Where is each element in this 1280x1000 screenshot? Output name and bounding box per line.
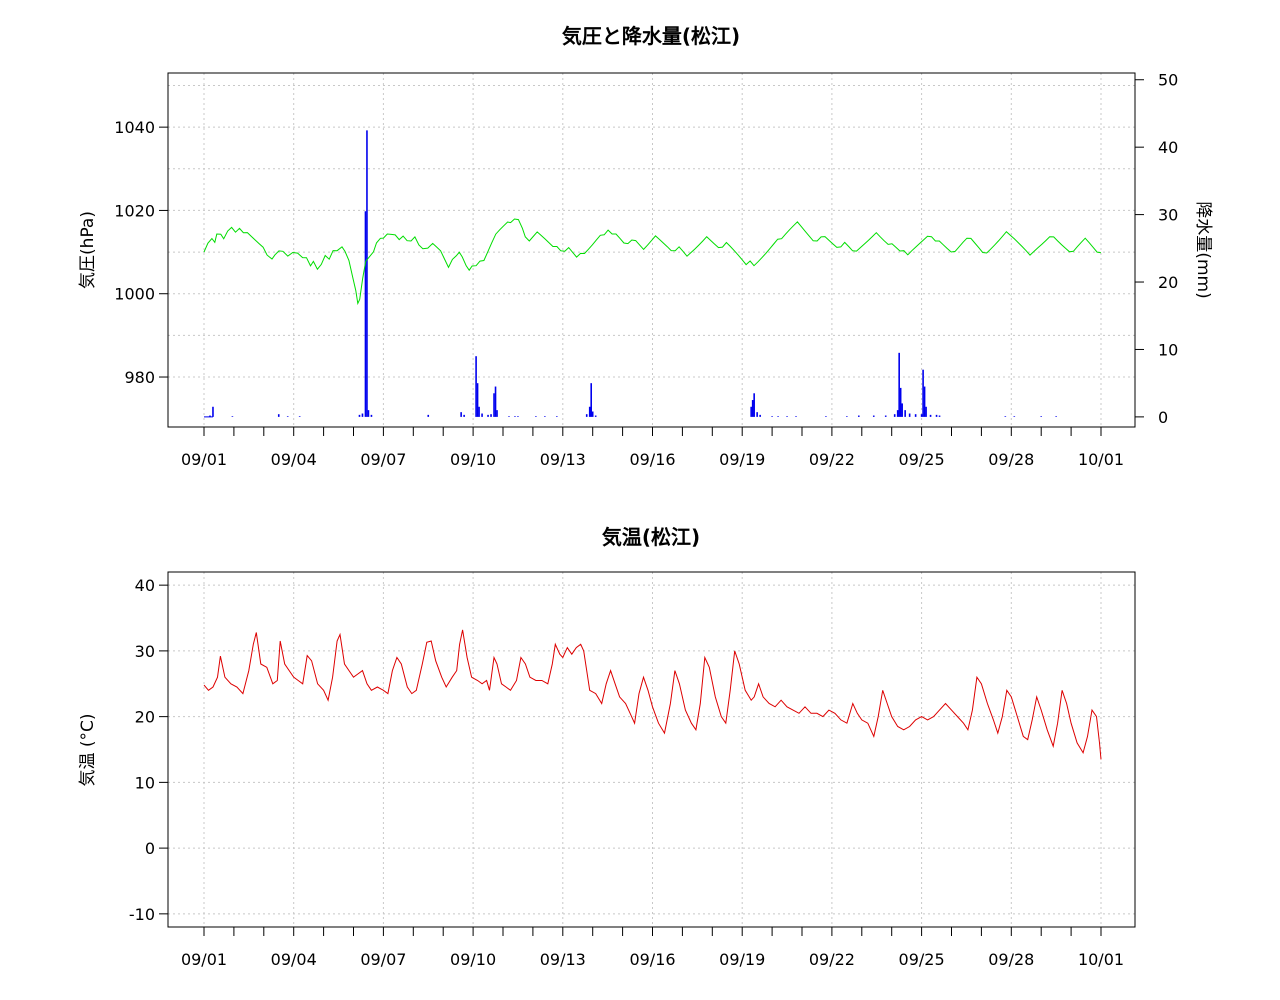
y-axis-label: 気圧(hPa) — [78, 211, 98, 289]
y-tick-label-right: 50 — [1158, 71, 1178, 90]
x-tick-label: 09/10 — [450, 950, 496, 969]
x-tick-label: 09/16 — [629, 950, 675, 969]
x-tick-label: 09/01 — [181, 450, 227, 469]
x-axis: 09/01 09/04 09/07 09/10 09/13 09/16 09/19 09/22… — [181, 427, 1124, 469]
x-tick-label: 09/07 — [360, 450, 406, 469]
y-tick-label: 10 — [135, 773, 155, 792]
x-tick-label: 09/10 — [450, 450, 496, 469]
x-tick-label: 09/25 — [899, 950, 945, 969]
y-axis-label-right: 降水量(mm) — [1193, 201, 1213, 298]
y-axis-left: -10 0 10 20 30 40 — [129, 576, 168, 924]
x-tick-label: 09/22 — [809, 950, 855, 969]
x-tick-label: 10/01 — [1078, 950, 1124, 969]
x-tick-label: 09/04 — [271, 950, 317, 969]
x-tick-label: 09/13 — [540, 950, 586, 969]
x-tick-label: 09/13 — [540, 450, 586, 469]
y-tick-label: 0 — [145, 839, 155, 858]
rain-series — [204, 130, 1057, 418]
y-tick-label-right: 40 — [1158, 138, 1178, 157]
y-tick-label: 1000 — [114, 285, 155, 304]
grid — [168, 572, 1135, 927]
y-axis-label: 気温 (°C) — [78, 713, 98, 786]
x-tick-label: 09/16 — [629, 450, 675, 469]
x-tick-label: 09/01 — [181, 950, 227, 969]
y-tick-label: 980 — [124, 368, 155, 387]
y-tick-label: 1040 — [114, 118, 155, 137]
temperature-line — [203, 629, 1102, 760]
y-tick-label: 20 — [135, 708, 155, 727]
chart-title: 気圧と降水量(松江) — [562, 24, 740, 48]
y-tick-label: 40 — [135, 576, 155, 595]
y-tick-label-right: 0 — [1158, 408, 1168, 427]
grid — [168, 73, 1135, 427]
x-tick-label: 09/22 — [809, 450, 855, 469]
x-tick-label: 09/07 — [360, 950, 406, 969]
y-tick-label: 30 — [135, 642, 155, 661]
y-axis-right: 0 10 20 30 40 50 — [1135, 71, 1178, 427]
x-tick-label: 09/25 — [899, 450, 945, 469]
temperature-chart: 気温(松江) -10 0 10 20 30 40 09/01 09/04 09/07 09/10… — [78, 525, 1136, 969]
x-tick-label: 09/04 — [271, 450, 317, 469]
x-tick-label: 10/01 — [1078, 450, 1124, 469]
x-tick-label: 09/28 — [988, 450, 1034, 469]
plot-frame — [167, 571, 1136, 928]
y-tick-label-right: 30 — [1158, 206, 1178, 225]
x-tick-label: 09/28 — [988, 950, 1034, 969]
y-tick-label-right: 20 — [1158, 273, 1178, 292]
y-axis-left: 980 1000 1020 1040 — [114, 118, 168, 387]
x-axis: 09/01 09/04 09/07 09/10 09/13 09/16 09/19 09/22… — [181, 927, 1124, 969]
chart-title: 気温(松江) — [602, 525, 700, 549]
y-tick-label: 1020 — [114, 201, 155, 220]
y-tick-label: -10 — [129, 905, 155, 924]
x-tick-label: 09/19 — [719, 950, 765, 969]
pressure-line — [203, 218, 1102, 306]
y-tick-label-right: 10 — [1158, 340, 1178, 359]
plot-frame — [167, 72, 1136, 428]
x-tick-label: 09/19 — [719, 450, 765, 469]
